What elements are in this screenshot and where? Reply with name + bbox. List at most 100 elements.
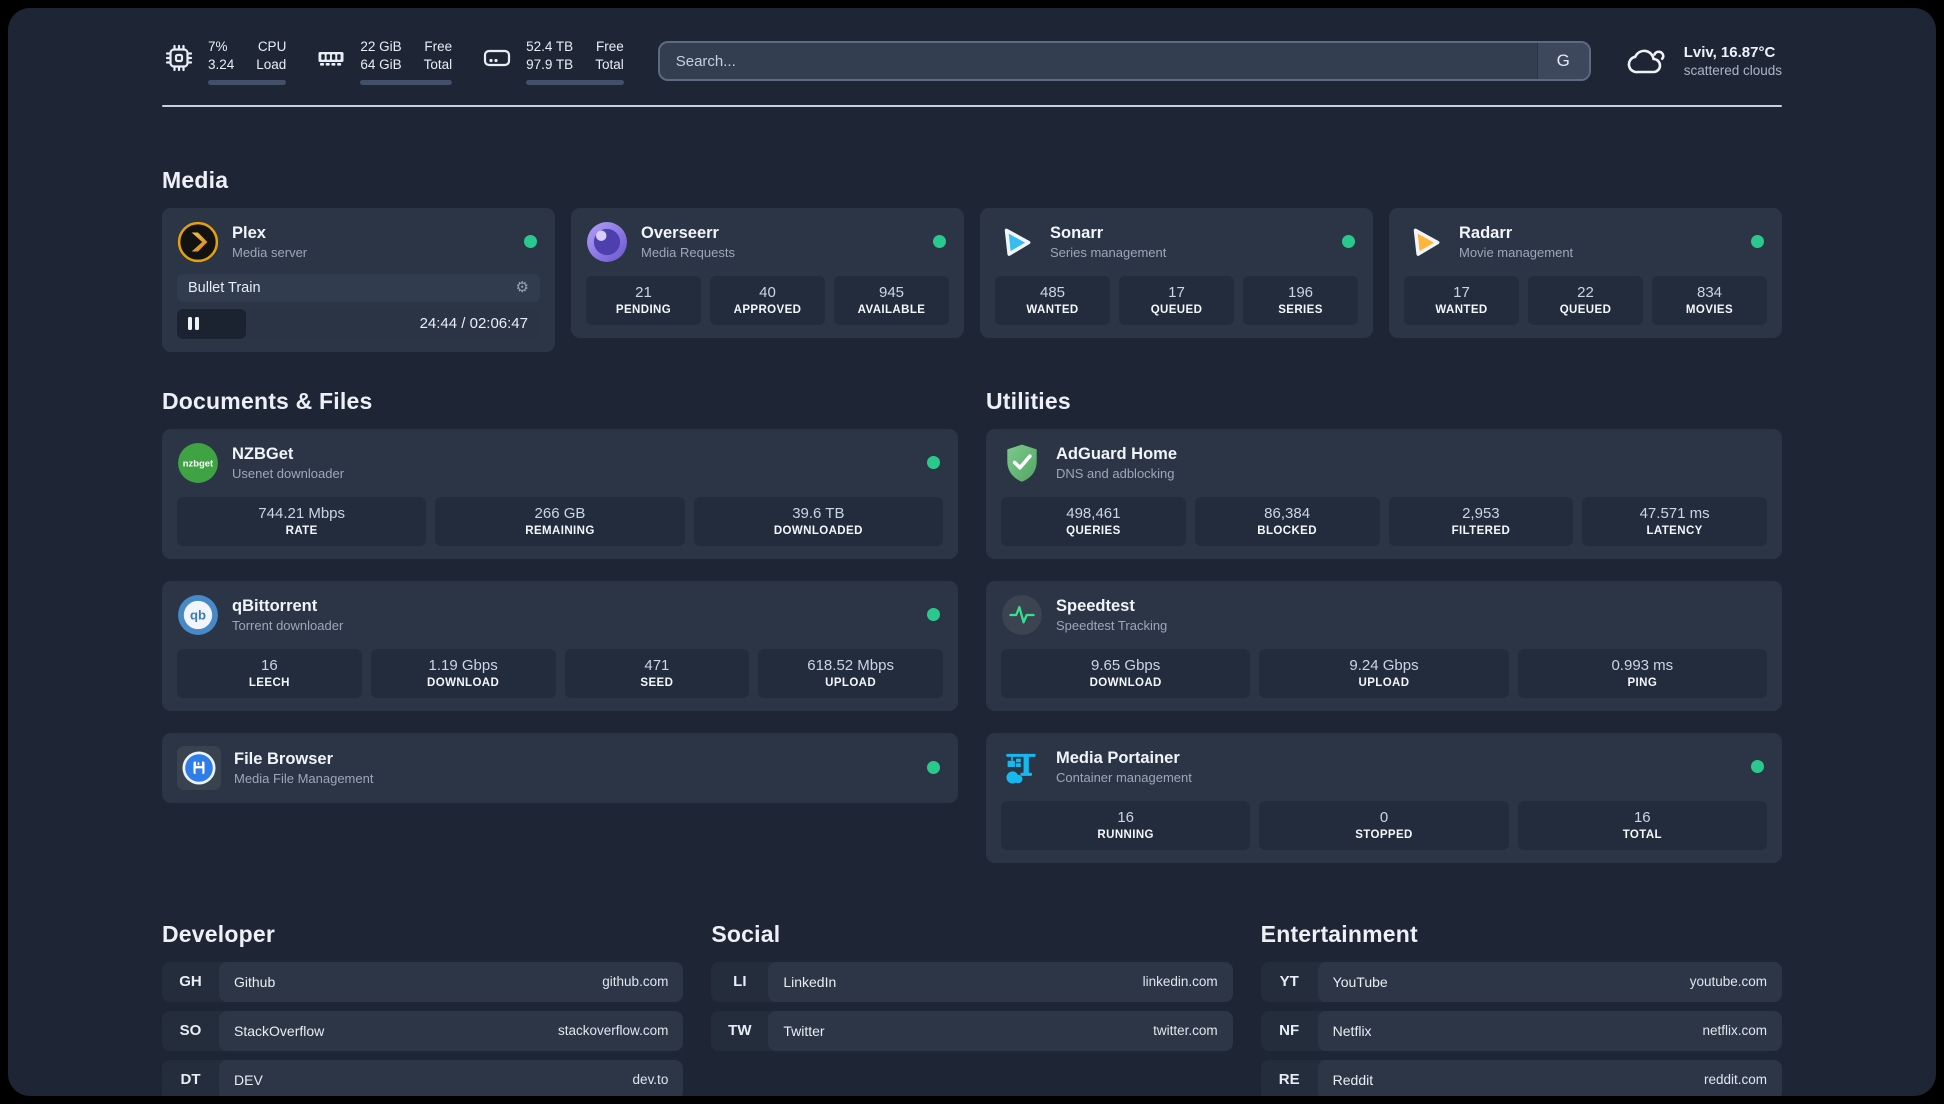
stat-download: 9.65 Gbps DOWNLOAD [1001, 648, 1251, 698]
stat-total: 16 TOTAL [1517, 800, 1767, 850]
dashboard-panel: 7% CPU 3.24 Load [8, 8, 1936, 1096]
memory-free-value: 22 GiB [360, 39, 402, 54]
stat-movies: 834 MOVIES [1652, 275, 1767, 325]
stat-series: 196 SERIES [1243, 275, 1358, 325]
memory-widget: 22 GiB Free 64 GiB Total [314, 38, 453, 85]
service-card-qbittorrent[interactable]: qb qBittorrent Torrent downloader 16 LEE… [162, 580, 958, 711]
stat-approved: 40 APPROVED [710, 275, 825, 325]
cpu-progress-track [208, 79, 287, 85]
bookmark-abbr: GH [179, 973, 202, 991]
stat-ping: 0.993 ms PING [1517, 648, 1767, 698]
service-card-nzbget[interactable]: nzbget NZBGet Usenet downloader 744.21 M… [162, 428, 958, 559]
bookmark-youtube[interactable]: YT YouTube youtube.com [1260, 961, 1782, 1002]
stat-pending: 21 PENDING [586, 275, 701, 325]
svg-text:qb: qb [190, 607, 206, 622]
cpu-load-label: Load [256, 56, 287, 72]
gear-icon[interactable]: ⚙ [515, 279, 529, 297]
bookmark-url: linkedin.com [1142, 974, 1218, 990]
section-title-media: Media [162, 166, 229, 193]
bookmark-name: LinkedIn [783, 973, 837, 990]
stat-wanted: 485 WANTED [995, 275, 1110, 325]
nzbget-icon: nzbget [178, 442, 218, 483]
stat-stopped: 0 STOPPED [1259, 800, 1509, 850]
disk-free-label: Free [595, 39, 624, 54]
stat-queued: 17 QUEUED [1119, 275, 1234, 325]
service-name: Speedtest [1056, 596, 1135, 615]
section-title-utilities: Utilities [986, 387, 1071, 414]
service-card-adguard[interactable]: AdGuard Home DNS and adblocking 498,461 … [986, 428, 1782, 559]
service-description: Speedtest Tracking [1056, 617, 1168, 633]
bookmark-url: reddit.com [1703, 1072, 1767, 1088]
bookmark-dev[interactable]: DT DEV dev.to [162, 1059, 684, 1096]
portainer-icon [1006, 753, 1036, 784]
service-description: DNS and adblocking [1056, 465, 1175, 481]
disk-free-value: 52.4 TB [526, 39, 574, 54]
bookmark-stackoverflow[interactable]: SO StackOverflow stackoverflow.com [162, 1010, 684, 1051]
status-dot [1751, 759, 1764, 773]
bookmark-netflix[interactable]: NF Netflix netflix.com [1260, 1010, 1782, 1051]
service-card-plex[interactable]: Plex Media server Bullet Train ⚙ 24:44 /… [162, 207, 555, 352]
service-name: File Browser [234, 749, 334, 768]
bookmark-abbr: NF [1279, 1022, 1300, 1040]
search-engine-button[interactable]: G [1536, 43, 1589, 80]
bookmark-name: YouTube [1332, 973, 1388, 990]
section-title-documents: Documents & Files [162, 387, 373, 414]
section-title-entertainment: Entertainment [1260, 920, 1418, 947]
radarr-icon [1413, 228, 1440, 256]
playback-time: 24:44 / 02:06:47 [419, 315, 528, 333]
bookmark-abbr: DT [180, 1071, 201, 1089]
cpu-widget: 7% CPU 3.24 Load [162, 38, 287, 85]
memory-progress-track [360, 79, 453, 85]
service-card-radarr[interactable]: Radarr Movie management 17 WANTED 22 QUE… [1389, 207, 1782, 338]
bookmark-name: Twitter [783, 1022, 825, 1039]
bookmark-group-developer: Developer GH Github github.com SO StackO… [162, 921, 684, 1096]
bookmark-abbr: YT [1279, 973, 1299, 991]
stat-running: 16 RUNNING [1001, 800, 1251, 850]
status-dot [1751, 234, 1764, 248]
service-description: Media server [232, 244, 308, 260]
stat-downloaded: 39.6 TB DOWNLOADED [693, 496, 943, 546]
bookmark-url: youtube.com [1689, 974, 1767, 990]
status-dot [927, 455, 940, 469]
disk-total-label: Total [595, 56, 624, 72]
status-dot [927, 607, 940, 621]
bookmark-linkedin[interactable]: LI LinkedIn linkedin.com [711, 961, 1233, 1002]
weather-widget[interactable]: Lviv, 16.87°C scattered clouds [1625, 41, 1782, 81]
stat-upload: 618.52 Mbps UPLOAD [758, 648, 943, 698]
cpu-icon [165, 44, 193, 72]
bookmark-name: Github [234, 973, 276, 990]
bookmark-twitter[interactable]: TW Twitter twitter.com [711, 1010, 1233, 1051]
service-description: Torrent downloader [232, 617, 344, 633]
bookmark-url: twitter.com [1153, 1023, 1218, 1039]
bookmark-github[interactable]: GH Github github.com [162, 961, 684, 1002]
service-name: AdGuard Home [1056, 444, 1178, 463]
service-name: Sonarr [1050, 223, 1104, 242]
service-card-overseerr[interactable]: Overseerr Media Requests 21 PENDING 40 A… [571, 207, 964, 338]
playback-progress-bar: 24:44 / 02:06:47 [177, 308, 540, 339]
service-name: Plex [232, 223, 266, 242]
stat-wanted: 17 WANTED [1404, 275, 1519, 325]
search-input[interactable] [659, 43, 1537, 80]
disk-progress-track [526, 79, 624, 85]
stat-available: 945 AVAILABLE [834, 275, 949, 325]
cpu-load-value: 3.24 [208, 56, 235, 72]
topbar: 7% CPU 3.24 Load [162, 38, 1782, 85]
filebrowser-icon-tile [177, 745, 221, 790]
service-card-filebrowser[interactable]: File Browser Media File Management [162, 732, 958, 803]
sonarr-icon [1004, 228, 1031, 256]
bookmark-reddit[interactable]: RE Reddit reddit.com [1260, 1059, 1782, 1096]
service-card-sonarr[interactable]: Sonarr Series management 485 WANTED 17 Q… [980, 207, 1373, 338]
bookmark-url: netflix.com [1702, 1023, 1767, 1039]
service-card-speedtest[interactable]: Speedtest Speedtest Tracking 9.65 Gbps D… [986, 580, 1782, 711]
service-card-portainer[interactable]: Media Portainer Container management 16 … [986, 732, 1782, 863]
bookmark-abbr: SO [179, 1022, 202, 1040]
cpu-usage-value: 7% [208, 39, 228, 54]
section-title-social: Social [711, 920, 781, 947]
stat-rate: 744.21 Mbps RATE [177, 496, 427, 546]
speedtest-icon [1002, 594, 1042, 635]
resource-widgets: 7% CPU 3.24 Load [162, 38, 624, 85]
stat-remaining: 266 GB REMAINING [435, 496, 685, 546]
bookmark-url: dev.to [632, 1072, 669, 1088]
stat-blocked: 86,384 BLOCKED [1194, 496, 1380, 546]
